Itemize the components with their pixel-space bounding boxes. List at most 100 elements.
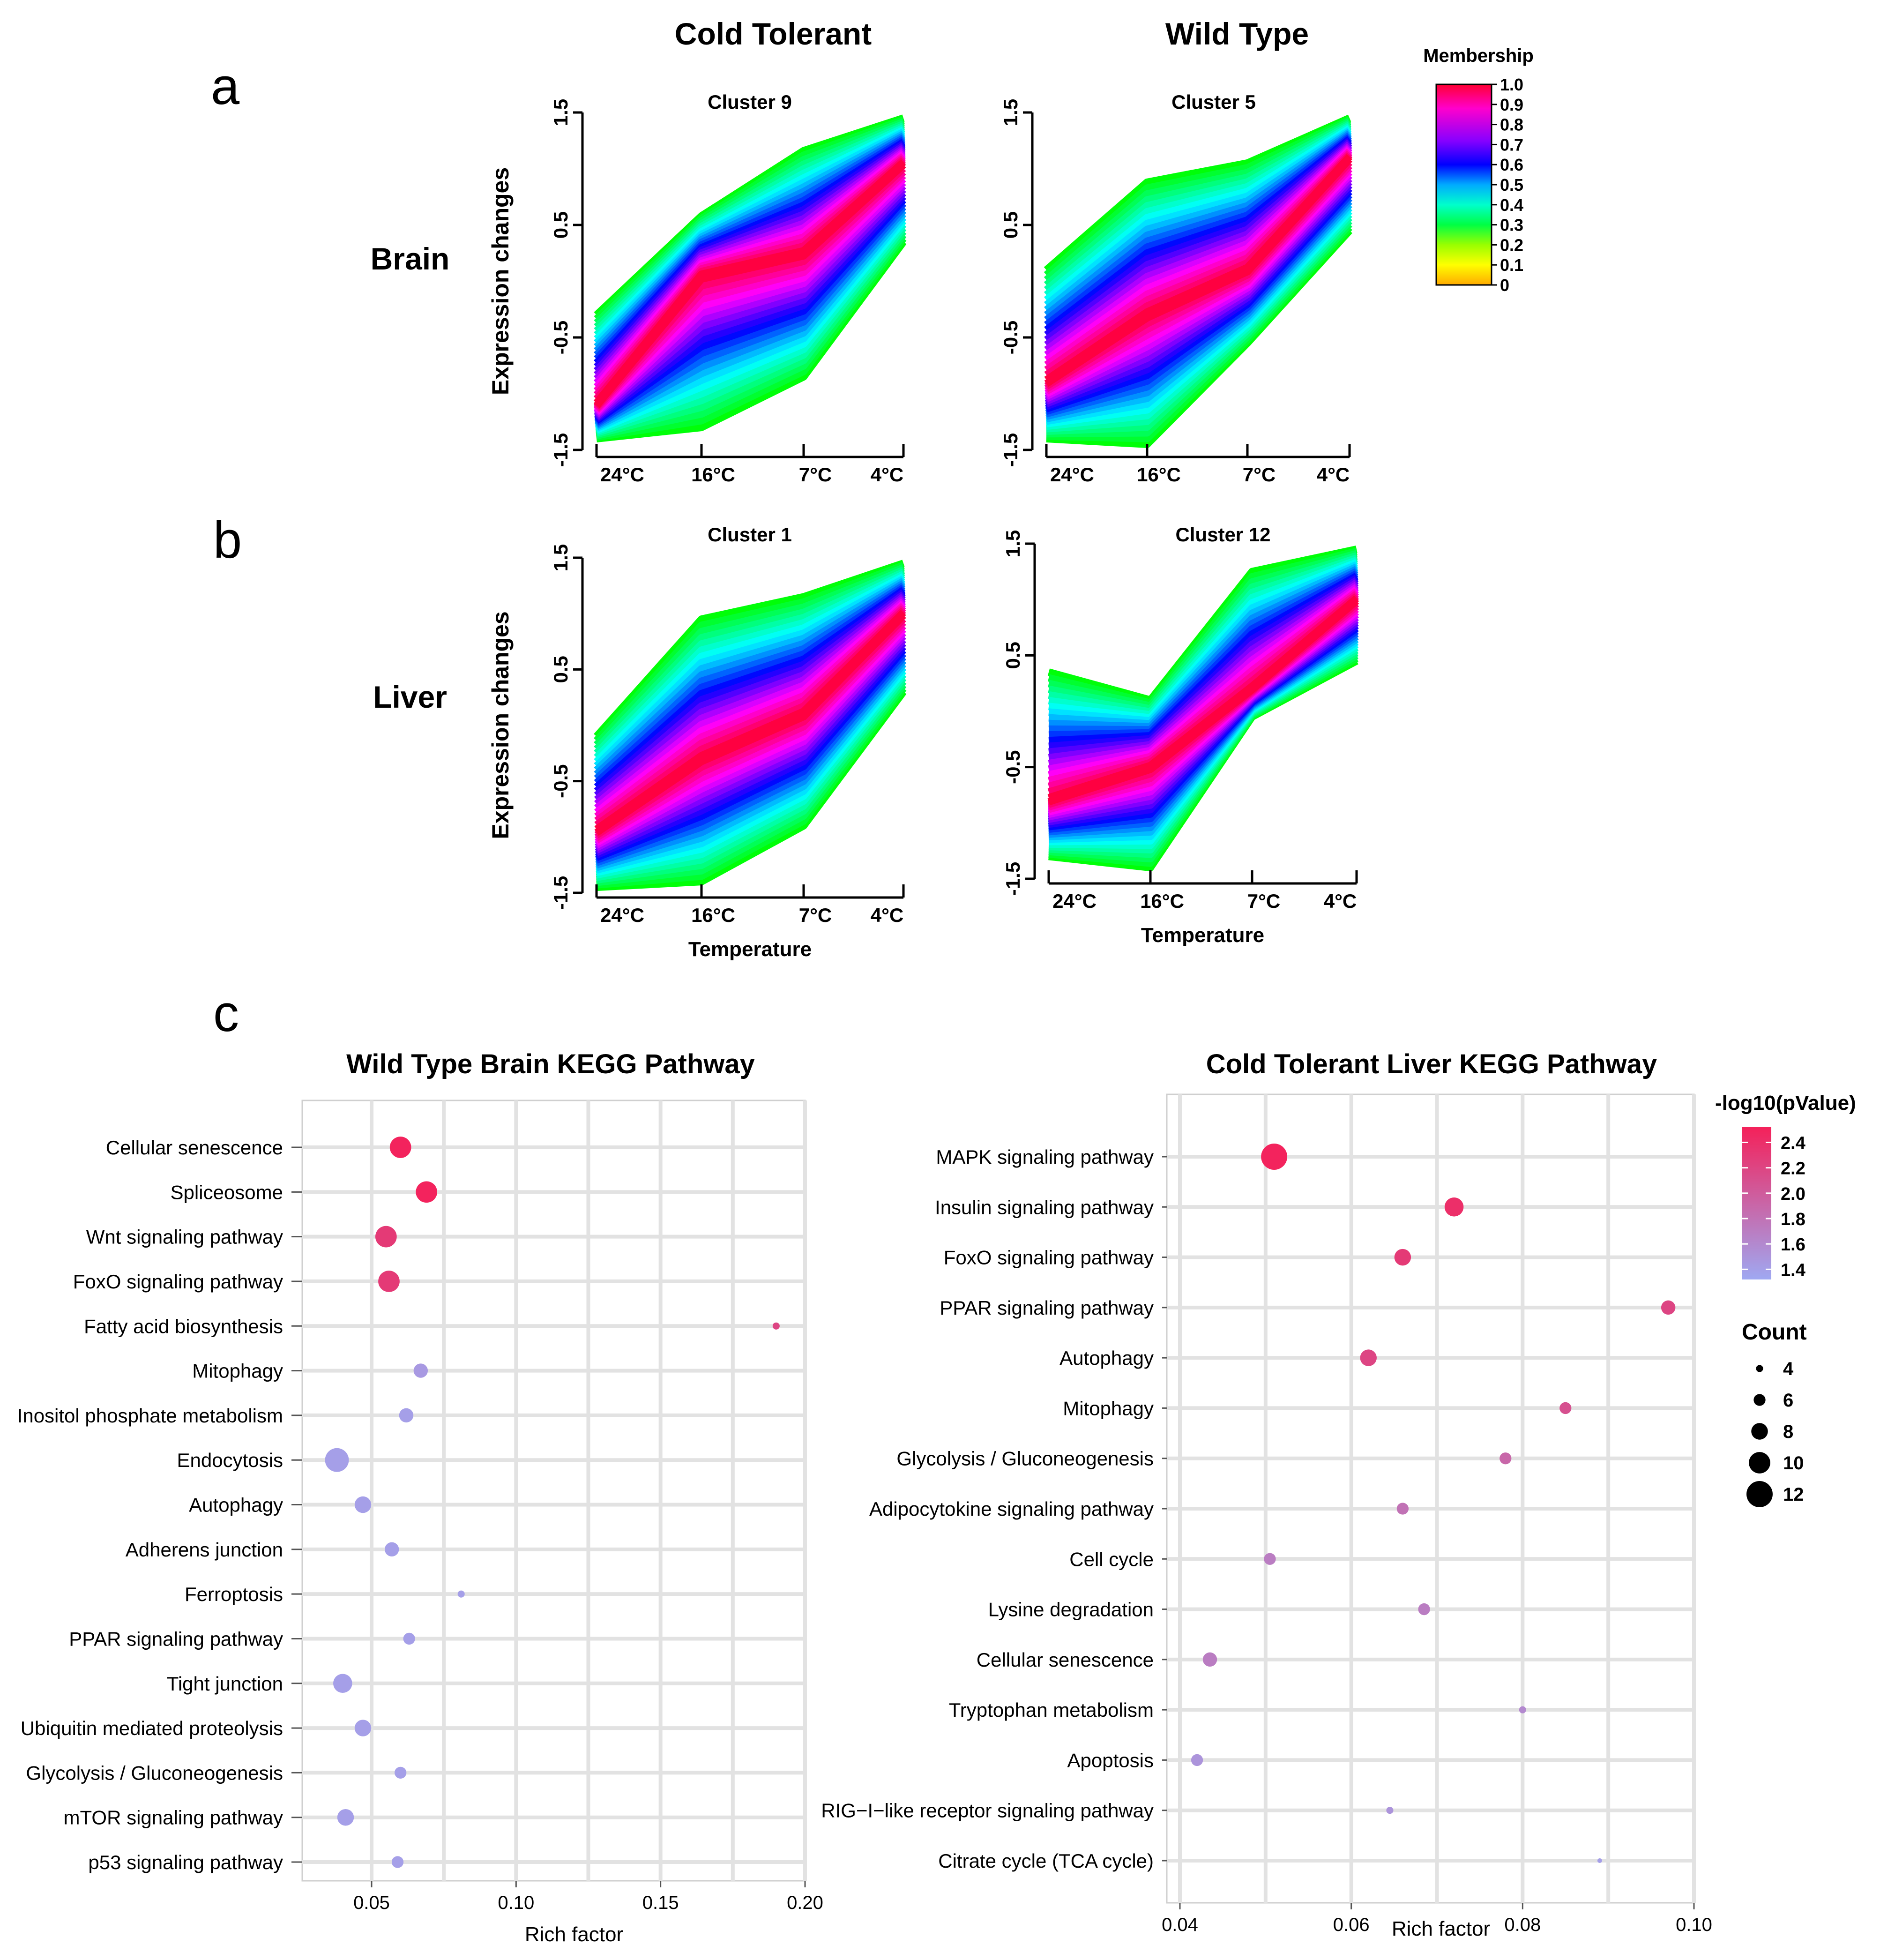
x-axis-title: Temperature bbox=[1141, 924, 1264, 947]
x-tick-label: 4°C bbox=[1317, 464, 1350, 486]
y-tick-label: 0.5 bbox=[550, 656, 572, 683]
pathway-dot-glycolysis-gluconeogenesis bbox=[1500, 1452, 1512, 1465]
pathway-label-wnt-signaling-pathway: Wnt signaling pathway bbox=[86, 1226, 283, 1248]
pathway-dot-mapk-signaling-pathway bbox=[1261, 1144, 1288, 1170]
membership-tick-label: 0.3 bbox=[1500, 216, 1523, 235]
count-legend-label: 4 bbox=[1783, 1359, 1794, 1379]
x-axis-title: Temperature bbox=[688, 938, 812, 961]
x-tick-label: 7°C bbox=[1243, 464, 1276, 486]
panel-letter-a: a bbox=[211, 58, 240, 115]
cluster-profile-line bbox=[594, 613, 906, 836]
membership-tick-label: 0 bbox=[1500, 276, 1509, 295]
pathway-dot-cell-cycle bbox=[1264, 1553, 1276, 1565]
pathway-label-inositol-phosphate-metabolism: Inositol phosphate metabolism bbox=[17, 1405, 283, 1427]
row-label-brain: Brain bbox=[371, 241, 450, 276]
x-tick-label: 16°C bbox=[691, 464, 735, 486]
pathway-label-adipocytokine-signaling-pathway: Adipocytokine signaling pathway bbox=[869, 1498, 1154, 1520]
y-tick-label: 1.5 bbox=[550, 99, 572, 126]
count-legend-dot bbox=[1751, 1423, 1768, 1440]
pathway-dot-ppar-signaling-pathway bbox=[1661, 1300, 1676, 1315]
x-tick-label: 24°C bbox=[600, 904, 644, 926]
count-legend-label: 6 bbox=[1783, 1390, 1793, 1411]
pathway-label-cell-cycle: Cell cycle bbox=[1069, 1548, 1154, 1570]
pathway-dot-adherens-junction bbox=[384, 1542, 399, 1557]
pathway-dot-ferroptosis bbox=[457, 1590, 465, 1598]
cluster-profile-line bbox=[1047, 598, 1359, 806]
pathway-dot-autophagy bbox=[1360, 1349, 1377, 1366]
x-tick-label: 0.04 bbox=[1162, 1915, 1198, 1935]
kegg-plot-title: Wild Type Brain KEGG Pathway bbox=[346, 1049, 755, 1079]
cluster-profile-line bbox=[593, 162, 906, 408]
cluster-plot-cold-tolerant-brain: Cluster 9 -1.5 -0.5 0.5 1.5 Expression change… bbox=[487, 91, 907, 486]
pathway-dot-lysine-degradation bbox=[1418, 1603, 1430, 1616]
count-legend: Count 4 6 8 10 12 bbox=[1742, 1320, 1807, 1507]
pathway-label-foxo-signaling-pathway: FoxO signaling pathway bbox=[73, 1271, 283, 1293]
row-label-liver: Liver bbox=[373, 680, 447, 714]
pathway-dot-tight-junction bbox=[333, 1674, 352, 1693]
pathway-label-ppar-signaling-pathway: PPAR signaling pathway bbox=[940, 1297, 1154, 1319]
count-legend-dot bbox=[1749, 1452, 1770, 1474]
pathway-dot-ubiquitin-mediated-proteolysis bbox=[354, 1720, 372, 1736]
x-axis-title: Rich factor bbox=[525, 1923, 623, 1946]
pvalue-legend-title: -log10(pValue) bbox=[1715, 1092, 1856, 1115]
pathway-dot-apoptosis bbox=[1191, 1754, 1203, 1766]
y-tick-label: 1.5 bbox=[1002, 530, 1024, 557]
count-legend-label: 12 bbox=[1783, 1484, 1804, 1505]
membership-tick-label: 0.4 bbox=[1500, 195, 1523, 215]
membership-tick-label: 0.1 bbox=[1500, 255, 1523, 275]
pathway-label-spliceosome: Spliceosome bbox=[171, 1181, 283, 1203]
pathway-label-tryptophan-metabolism: Tryptophan metabolism bbox=[949, 1699, 1154, 1721]
membership-tick-label: 0.7 bbox=[1500, 135, 1523, 154]
column-title-cold-tolerant: Cold Tolerant bbox=[675, 16, 872, 51]
pvalue-tick-label: 2.2 bbox=[1781, 1159, 1805, 1179]
pvalue-tick-label: 2.4 bbox=[1781, 1134, 1805, 1153]
pathway-label-autophagy: Autophagy bbox=[1059, 1347, 1154, 1369]
pathway-label-tight-junction: Tight junction bbox=[167, 1673, 283, 1695]
x-tick-label: 0.08 bbox=[1504, 1915, 1541, 1935]
y-tick-label: 1.5 bbox=[550, 544, 572, 571]
pathway-label-autophagy: Autophagy bbox=[189, 1494, 283, 1516]
pathway-label-fatty-acid-biosynthesis: Fatty acid biosynthesis bbox=[84, 1315, 283, 1337]
x-tick-label: 4°C bbox=[871, 464, 904, 486]
cluster-title: Cluster 12 bbox=[1175, 524, 1270, 546]
pathway-dot-fatty-acid-biosynthesis bbox=[772, 1322, 780, 1330]
y-tick-label: -0.5 bbox=[1002, 750, 1024, 784]
pathway-dot-rig-i-like-receptor-signaling-pathway bbox=[1386, 1807, 1394, 1814]
cluster-title: Cluster 5 bbox=[1171, 91, 1256, 113]
pathway-label-lysine-degradation: Lysine degradation bbox=[988, 1599, 1154, 1621]
x-tick-label: 0.20 bbox=[787, 1893, 823, 1913]
x-tick-label: 16°C bbox=[1137, 464, 1181, 486]
x-tick-label: 24°C bbox=[600, 464, 644, 486]
pathway-dot-wnt-signaling-pathway bbox=[375, 1226, 397, 1248]
y-tick-label: -0.5 bbox=[1000, 321, 1022, 354]
pvalue-tick-label: 1.6 bbox=[1781, 1235, 1805, 1255]
cluster-title: Cluster 1 bbox=[708, 524, 792, 546]
pathway-label-ppar-signaling-pathway: PPAR signaling pathway bbox=[69, 1628, 283, 1650]
pathway-dot-autophagy bbox=[354, 1496, 372, 1513]
pathway-dot-endocytosis bbox=[325, 1448, 349, 1472]
x-axis-title: Rich factor bbox=[1392, 1917, 1490, 1940]
pathway-dot-insulin-signaling-pathway bbox=[1444, 1197, 1464, 1217]
pvalue-tick-label: 1.8 bbox=[1781, 1210, 1805, 1229]
pathway-label-mitophagy: Mitophagy bbox=[192, 1360, 283, 1382]
membership-tick-label: 0.9 bbox=[1500, 95, 1523, 114]
count-legend-dot bbox=[1756, 1365, 1763, 1372]
kegg-plot-title: Cold Tolerant Liver KEGG Pathway bbox=[1206, 1049, 1657, 1079]
pathway-label-mapk-signaling-pathway: MAPK signaling pathway bbox=[936, 1146, 1154, 1168]
x-tick-label: 0.05 bbox=[353, 1893, 390, 1913]
x-tick-label: 24°C bbox=[1052, 890, 1097, 912]
plot-panel bbox=[1166, 1093, 1695, 1904]
x-tick-label: 24°C bbox=[1050, 464, 1094, 486]
y-tick-label: 1.5 bbox=[1000, 99, 1022, 126]
pathway-label-glycolysis-gluconeogenesis: Glycolysis / Gluconeogenesis bbox=[896, 1448, 1154, 1470]
pathway-dot-cellular-senescence bbox=[1202, 1652, 1217, 1667]
x-tick-label: 7°C bbox=[799, 464, 832, 486]
membership-tick-label: 0.2 bbox=[1500, 235, 1523, 254]
kegg-dotplot-wild-type-brain: Wild Type Brain KEGG Pathway Cellular sen… bbox=[17, 1049, 823, 1946]
y-tick-label: -1.5 bbox=[1002, 862, 1024, 896]
pathway-dot-mitophagy bbox=[1559, 1402, 1572, 1414]
membership-legend-title: Membership bbox=[1423, 45, 1534, 66]
pathway-dot-mtor-signaling-pathway bbox=[337, 1809, 354, 1826]
membership-colorbar bbox=[1435, 83, 1492, 286]
